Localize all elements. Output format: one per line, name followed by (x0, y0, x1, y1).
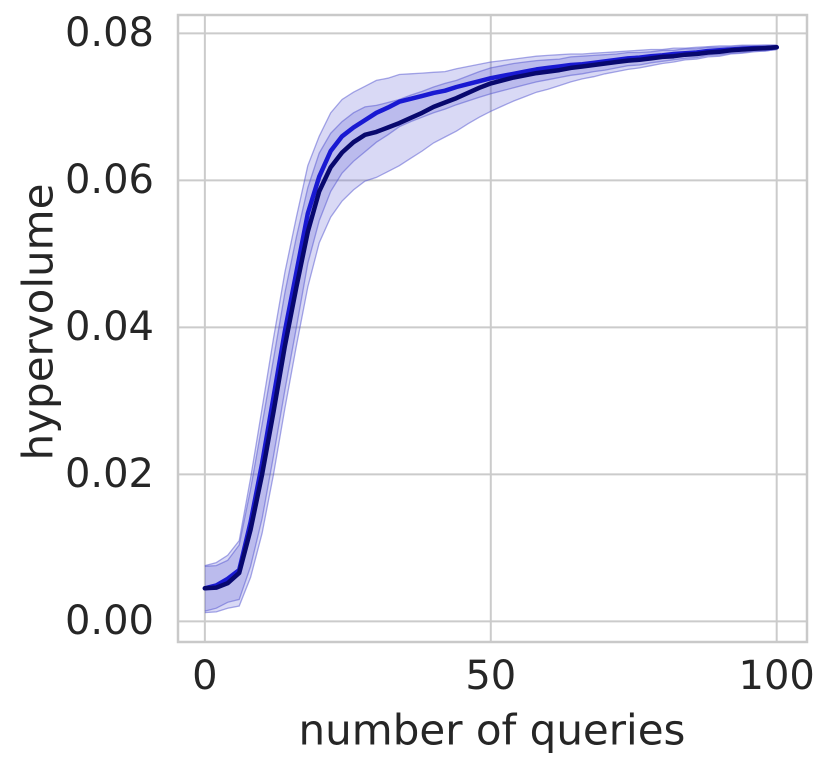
x-tick-label-0: 0 (192, 653, 218, 699)
x-tick-label-100: 100 (738, 653, 815, 699)
y-tick-label-0.04: 0.04 (64, 304, 154, 351)
plot-border (176, 13, 809, 644)
line-2-dark-navy (202, 45, 779, 591)
line-1-bright-blue-band-upper-edge (204, 44, 777, 567)
line-1-bright-blue-band-lower-edge (204, 48, 777, 612)
x-axis-label: number of queries (298, 705, 686, 755)
y-tick-label-0.08: 0.08 (64, 10, 154, 57)
line-2-dark-navy-band-upper-edge (204, 44, 777, 567)
y-tick-label-0.06: 0.06 (64, 157, 154, 204)
line-2-dark-navy-band-lower-edge (204, 48, 777, 614)
x-tick-label-50: 50 (465, 653, 517, 699)
y-tick-label-0.02: 0.02 (64, 451, 154, 498)
line-2-dark-navy-band (204, 45, 777, 613)
y-tick-label-0.00: 0.00 (64, 598, 154, 645)
